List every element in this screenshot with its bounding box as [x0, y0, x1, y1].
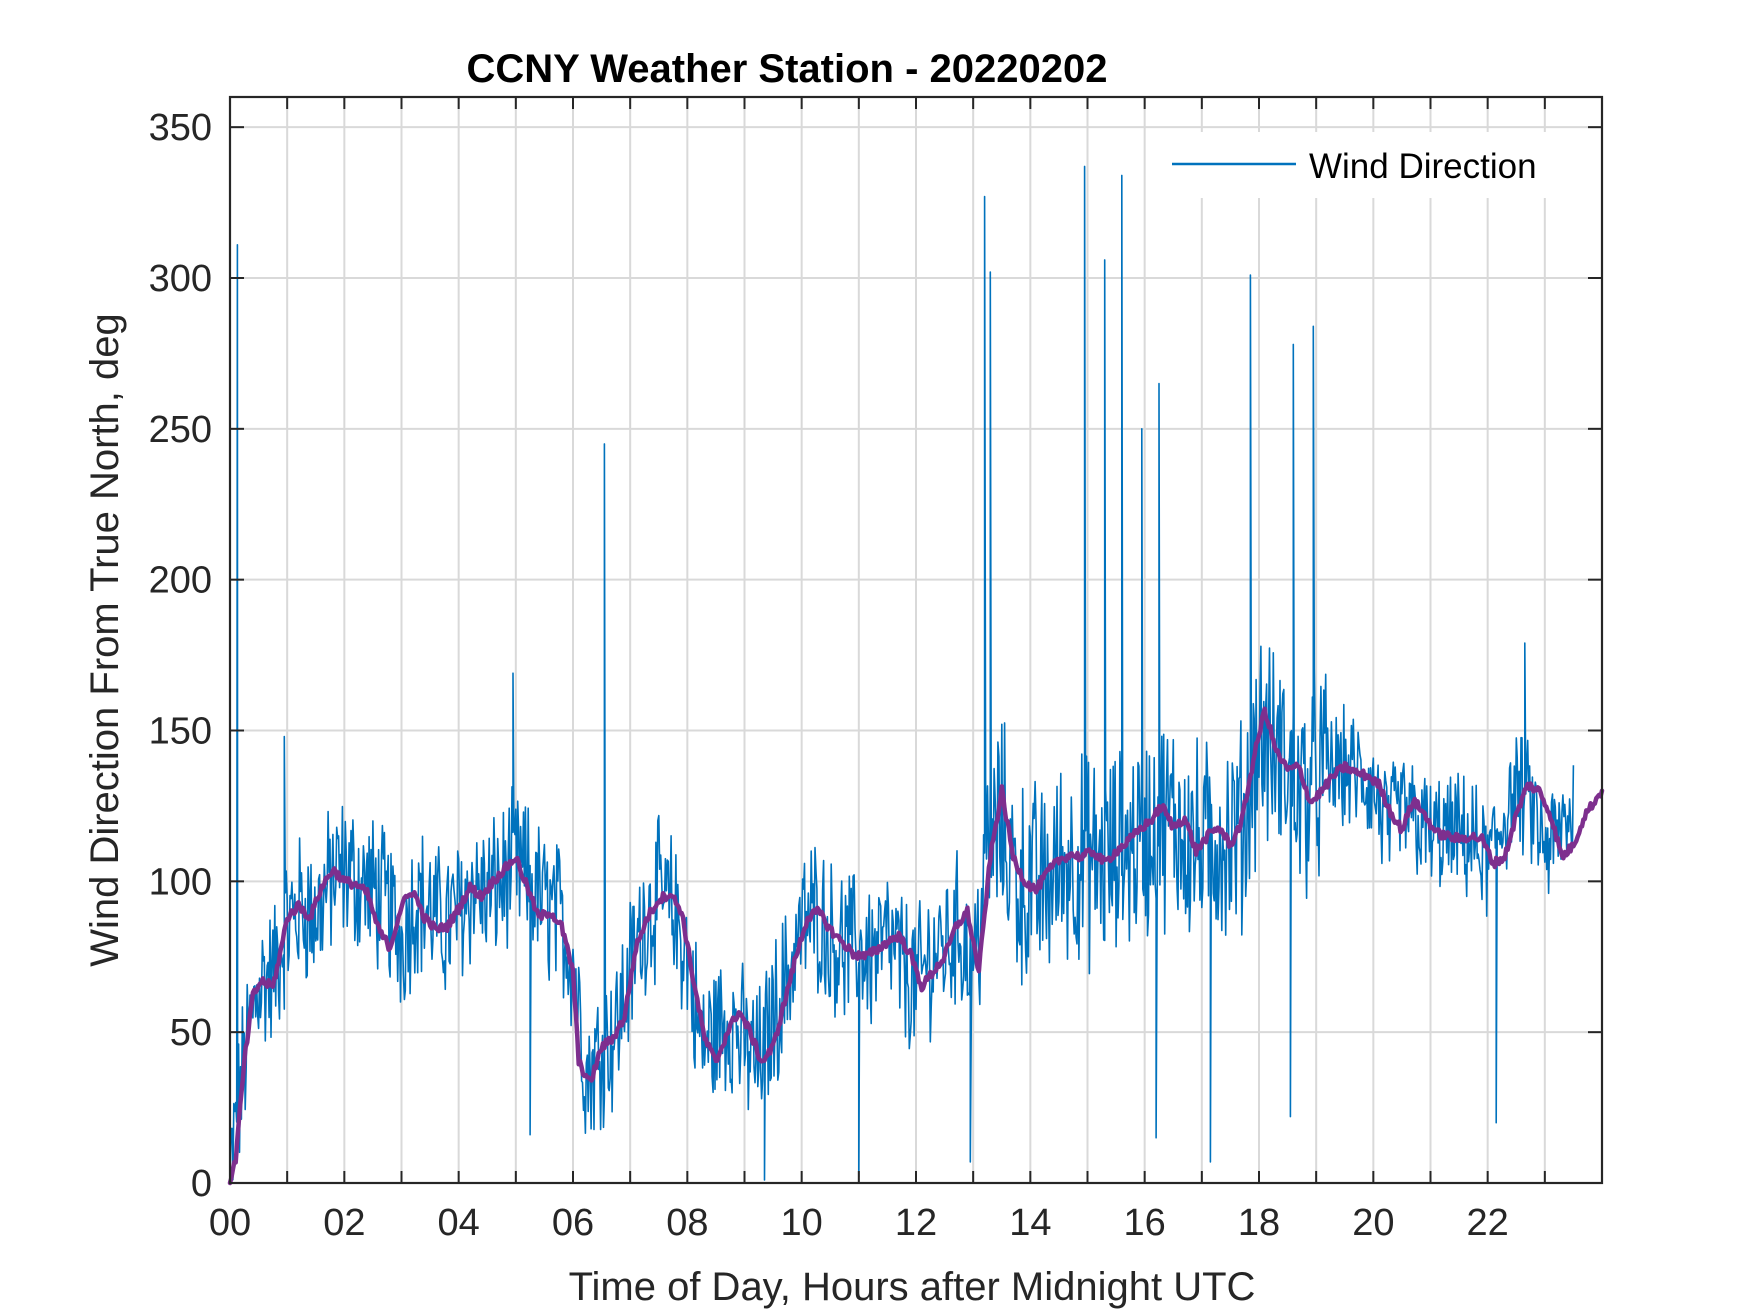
x-tick-label: 10 [781, 1202, 823, 1244]
x-tick-label: 16 [1124, 1202, 1166, 1244]
y-tick-label: 200 [149, 560, 212, 602]
x-tick-label: 14 [1009, 1202, 1051, 1244]
y-tick-label: 350 [149, 107, 212, 149]
x-tick-label: 04 [438, 1202, 480, 1244]
legend-label-wind-direction: Wind Direction [1309, 147, 1537, 186]
x-tick-label: 08 [666, 1202, 708, 1244]
x-tick-label: 20 [1352, 1202, 1394, 1244]
series-line-smoothed [227, 706, 1605, 1186]
y-tick-label: 150 [149, 711, 212, 753]
legend: Wind Direction [1155, 132, 1555, 198]
y-tick-label: 0 [191, 1163, 212, 1205]
y-tick-label: 100 [149, 861, 212, 903]
x-tick-label: 18 [1238, 1202, 1280, 1244]
axis-ticks: 00 02 04 06 08 10 12 14 16 18 20 22 0 50 100 150 200 250 3… [149, 97, 1602, 1244]
y-axis-label: Wind Direction From True North, deg [83, 313, 127, 967]
y-tick-label: 300 [149, 258, 212, 300]
x-axis-label: Time of Day, Hours after Midnight UTC [569, 1265, 1256, 1309]
x-tick-label: 22 [1467, 1202, 1509, 1244]
x-tick-label: 00 [209, 1202, 251, 1244]
x-tick-label: 02 [323, 1202, 365, 1244]
y-tick-label: 50 [170, 1012, 212, 1054]
y-tick-label: 250 [149, 409, 212, 451]
x-tick-label: 12 [895, 1202, 937, 1244]
chart-title: CCNY Weather Station - 20220202 [467, 47, 1108, 91]
x-tick-label: 06 [552, 1202, 594, 1244]
series-group [227, 165, 1605, 1186]
